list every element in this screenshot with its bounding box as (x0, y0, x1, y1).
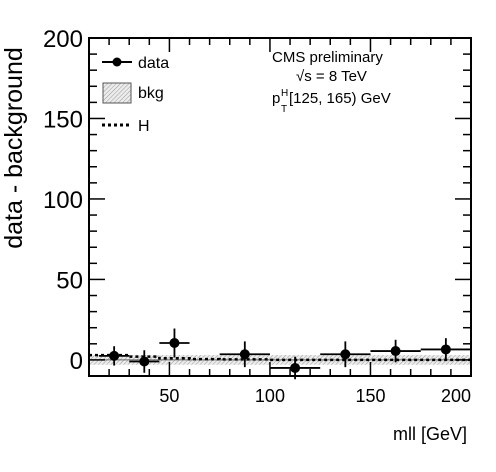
legend-data-marker (112, 57, 122, 67)
x-tick-label-200: 200 (441, 386, 471, 406)
plot-frame (88, 37, 472, 377)
y-tick-label-0: 0 (70, 348, 83, 375)
legend-bkg-swatch (102, 82, 132, 104)
y-tick-label-150: 150 (43, 106, 83, 133)
data-point-marker (340, 349, 351, 360)
data-point-8 (420, 338, 471, 361)
legend-label-data: data (138, 55, 169, 72)
data-point-marker (290, 362, 301, 373)
data-point-marker (440, 344, 451, 355)
y-tick-label-200: 200 (43, 26, 83, 53)
plot-area (88, 37, 472, 380)
legend-item-data: data (102, 55, 169, 72)
legend-label-bkg: bkg (138, 85, 164, 102)
data-point-7 (370, 339, 421, 363)
annotation-pt-range: [125, 165) GeV (289, 90, 391, 107)
annotation-pt-symbol: p (272, 90, 280, 107)
x-tick-label-50: 50 (159, 386, 179, 406)
higgs-signal-line (89, 353, 471, 362)
data-point-6 (320, 341, 371, 368)
annotation-sqrt-s: √s (296, 68, 312, 85)
legend: data bkg H (102, 55, 169, 135)
data-point-marker (109, 350, 120, 361)
data-point-marker (139, 356, 150, 367)
data-point-4 (219, 341, 270, 368)
legend-item-h: H (102, 118, 150, 135)
y-tick-label-50: 50 (56, 267, 83, 294)
annotation-pt-subscript: T (281, 104, 287, 115)
annotation-energy-value: = 8 TeV (312, 68, 367, 85)
data-point-marker (239, 349, 250, 360)
y-axis-title: data - background (0, 47, 28, 249)
data-point-3 (159, 328, 190, 358)
y-tick-label-100: 100 (43, 187, 83, 214)
data-point-2 (129, 350, 160, 373)
annotation-energy: √s = 8 TeV (296, 68, 367, 85)
data-point-1 (99, 346, 130, 366)
data-point-marker (390, 346, 401, 357)
x-axis-title: mll [GeV] (393, 424, 467, 444)
legend-item-bkg: bkg (102, 82, 164, 104)
legend-label-h: H (138, 118, 150, 135)
x-tick-label-150: 150 (355, 386, 385, 406)
annotation-cms-preliminary: CMS preliminary (272, 49, 383, 66)
x-tick-label-100: 100 (255, 386, 285, 406)
data-point-marker (169, 338, 180, 349)
annotation-pt-superscript: H (281, 88, 288, 99)
cms-annotation: CMS preliminary √s = 8 TeV p H T [125, 1… (272, 49, 391, 115)
